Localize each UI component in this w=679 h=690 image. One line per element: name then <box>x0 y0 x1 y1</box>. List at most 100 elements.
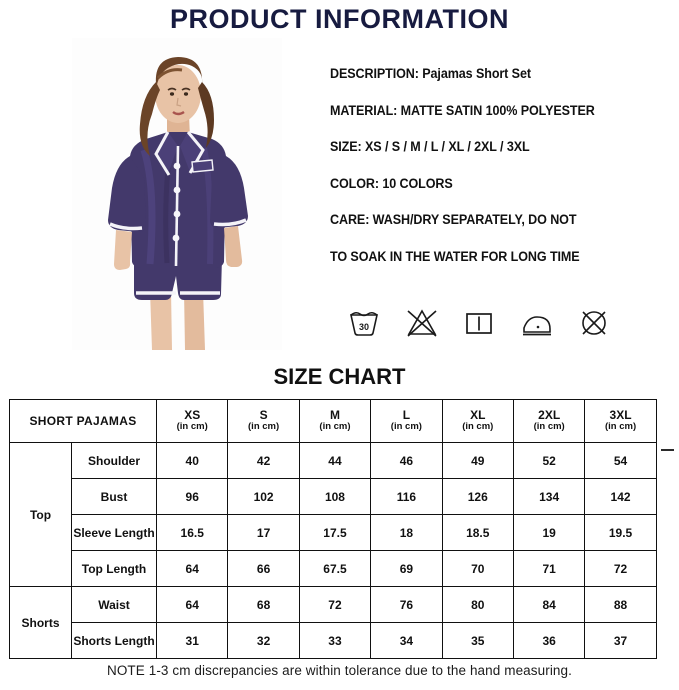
size-header-s: S (in cm) <box>227 399 300 443</box>
brand-header-cell: SHORT PAJAMAS <box>9 399 157 443</box>
cell-value: 34 <box>370 622 443 659</box>
unit-label: (in cm) <box>390 421 422 433</box>
size-label: XS <box>184 407 201 422</box>
do-not-bleach-icon <box>406 309 437 337</box>
group-label-top: Top <box>9 442 72 587</box>
size-header-xl: XL (in cm) <box>441 399 514 443</box>
cell-value: 36 <box>512 622 586 659</box>
product-photo <box>72 38 282 350</box>
cell-value: 70 <box>441 550 514 587</box>
size-header-l: L (in cm) <box>370 399 443 443</box>
cell-value: 35 <box>441 622 514 659</box>
cell-value: 40 <box>155 442 229 479</box>
unit-label: (in cm) <box>176 421 208 433</box>
info-color: COLOR: 10 COLORS <box>330 175 453 191</box>
size-label: S <box>259 407 268 422</box>
size-chart-heading: SIZE CHART <box>273 364 406 389</box>
size-label: 3XL <box>609 407 632 422</box>
cell-value: 32 <box>227 622 300 659</box>
cell-value: 71 <box>512 550 586 587</box>
cell-value: 33 <box>298 622 372 659</box>
size-label: L <box>402 407 411 422</box>
cell-value: 108 <box>298 478 372 515</box>
cell-value: 80 <box>441 586 514 623</box>
size-header-2xl: 2XL (in cm) <box>512 399 586 443</box>
metric-label: Bust <box>71 478 157 515</box>
info-size: SIZE: XS / S / M / L / XL / 2XL / 3XL <box>330 139 530 154</box>
size-header-xs: XS (in cm) <box>155 399 229 443</box>
cell-value: 49 <box>441 442 514 479</box>
cell-value: 18.5 <box>441 514 514 551</box>
cell-value: 69 <box>370 550 443 587</box>
cell-value: 54 <box>584 442 657 479</box>
info-description: DESCRIPTION: Pajamas Short Set <box>330 66 531 81</box>
cell-value: 142 <box>584 478 657 515</box>
wash-temp-label: 30 <box>359 322 369 332</box>
cell-value: 64 <box>155 586 229 623</box>
unit-label: (in cm) <box>533 421 565 433</box>
cell-value: 64 <box>155 550 229 587</box>
pajama-model-illustration <box>72 38 282 350</box>
cell-value: 52 <box>512 442 586 479</box>
cell-value: 84 <box>512 586 586 623</box>
iron-icon <box>522 316 551 336</box>
unit-label: (in cm) <box>319 421 351 433</box>
cell-value: 67.5 <box>298 550 372 587</box>
table-row: Shorts Waist 64 68 72 76 80 84 88 <box>9 586 657 659</box>
edge-dash-marker <box>661 449 674 451</box>
cell-value: 19.5 <box>584 514 657 551</box>
cell-value: 68 <box>227 586 300 623</box>
unit-label: (in cm) <box>248 421 280 433</box>
info-care-line-2: TO SOAK IN THE WATER FOR LONG TIME <box>330 248 580 264</box>
table-row: Top Shoulder 40 42 44 46 49 52 54 <box>9 442 657 587</box>
cell-value: 116 <box>370 478 443 515</box>
cell-value: 66 <box>227 550 300 587</box>
size-chart-table-wrap: SHORT PAJAMAS XS (in cm) S (in cm) M (in… <box>9 399 657 659</box>
care-symbols-row: 30 <box>344 300 614 344</box>
table-row: Top Length 64 66 67.5 69 70 71 72 <box>10 550 657 587</box>
metric-label: Sleeve Length <box>71 514 157 551</box>
table-header-row: SHORT PAJAMAS XS (in cm) S (in cm) M (in… <box>9 399 657 443</box>
dry-flat-icon <box>466 313 492 334</box>
cell-value: 37 <box>584 622 657 659</box>
cell-value: 126 <box>441 478 514 515</box>
table-row: Bust 96 102 108 116 126 134 142 <box>10 478 657 515</box>
do-not-dry-clean-icon <box>582 311 606 335</box>
cell-value: 42 <box>227 442 300 479</box>
metric-label: Waist <box>71 586 157 623</box>
info-material: MATERIAL: MATTE SATIN 100% POLYESTER <box>330 102 595 118</box>
cell-value: 19 <box>512 514 586 551</box>
size-label: XL <box>470 407 486 422</box>
cell-value: 46 <box>370 442 443 479</box>
metric-label: Shorts Length <box>71 622 157 659</box>
cell-value: 17.5 <box>298 514 372 551</box>
group-label-shorts: Shorts <box>9 586 72 659</box>
unit-label: (in cm) <box>604 421 637 433</box>
cell-value: 72 <box>298 586 372 623</box>
product-info-list: DESCRIPTION: Pajamas Short Set MATERIAL:… <box>330 66 675 285</box>
cell-value: 76 <box>370 586 443 623</box>
cell-value: 31 <box>155 622 229 659</box>
info-care-line-1: CARE: WASH/DRY SEPARATELY, DO NOT <box>330 212 577 227</box>
cell-value: 18 <box>370 514 443 551</box>
size-label: M <box>329 407 340 422</box>
cell-value: 44 <box>298 442 372 479</box>
size-label: 2XL <box>538 407 561 422</box>
cell-value: 134 <box>512 478 586 515</box>
page-title: PRODUCT INFORMATION <box>170 4 509 34</box>
wash-30-icon: 30 <box>350 311 378 336</box>
table-row: Sleeve Length 16.5 17 17.5 18 18.5 19 19… <box>10 514 657 551</box>
metric-label: Top Length <box>71 550 157 587</box>
unit-label: (in cm) <box>462 421 494 433</box>
metric-label: Shoulder <box>71 442 157 479</box>
cell-value: 102 <box>227 478 300 515</box>
footer-note: NOTE 1-3 cm discrepancies are within tol… <box>106 663 573 678</box>
cell-value: 88 <box>584 586 657 623</box>
size-header-m: M (in cm) <box>298 399 372 443</box>
cell-value: 96 <box>155 478 229 515</box>
cell-value: 16.5 <box>155 514 229 551</box>
size-header-3xl: 3XL (in cm) <box>584 399 657 443</box>
size-chart-table: SHORT PAJAMAS XS (in cm) S (in cm) M (in… <box>9 399 657 659</box>
cell-value: 72 <box>584 550 657 587</box>
